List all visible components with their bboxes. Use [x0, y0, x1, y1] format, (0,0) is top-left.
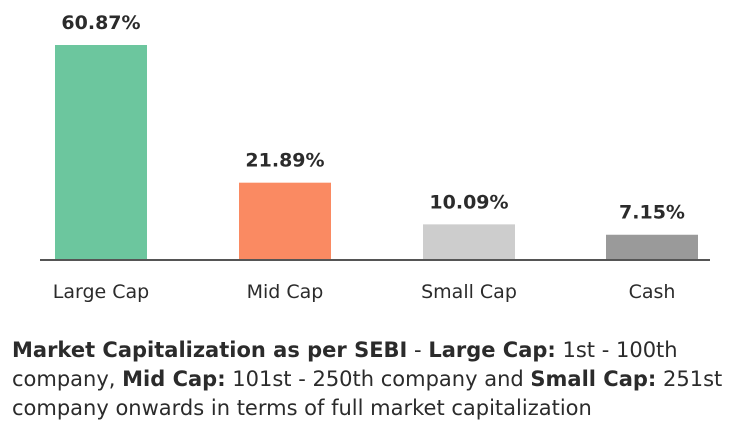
category-label-cash: Cash: [629, 281, 676, 303]
value-label-mid-cap: 21.89%: [245, 150, 324, 172]
footnote-separator: -: [407, 338, 429, 362]
category-label-mid-cap: Mid Cap: [247, 281, 324, 303]
bar-chart: 60.87% Large Cap 21.89% Mid Cap 10.09% Small …: [40, 12, 710, 303]
footnote-large-cap-desc: 1st - 100th company,: [12, 338, 678, 391]
value-label-large-cap: 60.87%: [61, 12, 140, 34]
bar-mid-cap: [239, 182, 331, 260]
footnote-small-cap-desc: 251st company onwards in terms of full m…: [12, 366, 723, 420]
footnote-mid-cap-term: Mid Cap:: [122, 366, 226, 391]
category-label-small-cap: Small Cap: [421, 281, 517, 303]
value-label-small-cap: 10.09%: [429, 191, 508, 213]
bar-small-cap: [423, 224, 515, 260]
footnote-lead: Market Capitalization as per SEBI: [12, 338, 408, 362]
category-label-large-cap: Large Cap: [53, 281, 149, 303]
footnote-small-cap-term: Small Cap:: [530, 366, 657, 391]
bar-large-cap: [55, 45, 147, 260]
value-label-cash: 7.15%: [619, 202, 685, 224]
bar-cash: [606, 234, 698, 260]
footnote-mid-cap-desc: 101st - 250th company and: [225, 366, 531, 391]
market-cap-footnote: Market Capitalization as per SEBI - Larg…: [12, 336, 732, 423]
footnote-large-cap-term: Large Cap:: [428, 338, 556, 362]
